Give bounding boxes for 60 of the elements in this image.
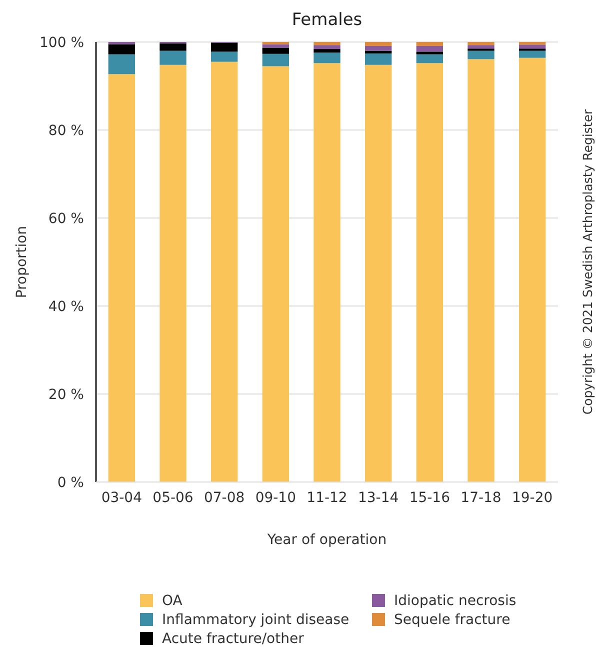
x-tick-label: 19-20 [512,490,553,506]
bar [314,42,340,46]
bar [364,64,392,482]
bar [262,44,290,48]
bar [314,45,340,50]
bar [262,54,290,66]
x-tick-label: 07-08 [204,490,245,506]
bar [468,50,494,60]
bar [364,42,392,46]
bar [160,64,186,482]
legend-label: Acute fracture/other [162,630,304,647]
bar [518,44,546,49]
x-axis-title: Year of operation [266,532,387,548]
bar [416,52,444,54]
bar [468,45,494,49]
chart-title: Females [292,10,362,30]
bar [518,42,546,45]
bar [262,48,290,54]
bar [160,50,186,65]
legend-label: Idiopatic necrosis [394,592,516,609]
x-tick-label: 05-06 [152,490,194,506]
bar [262,66,290,482]
x-tick-label: 11-12 [306,490,348,506]
bar [108,74,136,482]
x-tick-label: 15-16 [409,490,450,506]
text: Copyright © 2021 Swedish Arthroplasty Register [580,108,595,415]
y-axis-title: Proportion [14,226,30,298]
bar [364,46,392,51]
y-tick-label: 60 % [48,210,84,227]
bar [416,46,444,52]
x-tick-label: 03-04 [101,490,142,506]
bar [364,50,392,54]
bar [416,54,444,64]
x-tick-label: 17-18 [460,490,502,506]
bar [314,49,340,53]
bar [314,63,340,482]
bar [210,42,238,52]
legend-label: Inflammatory joint disease [162,612,350,628]
bar [314,52,340,64]
bar [416,42,444,46]
y-tick-label: 40 % [48,298,84,315]
bar [108,54,136,74]
y-tick-label: 80 % [48,122,84,139]
bar [518,50,546,58]
bar [468,42,494,46]
bar [518,58,546,482]
bar [468,59,494,482]
bar [210,52,238,62]
bar [416,63,444,482]
bar [160,43,186,51]
bar [108,44,136,54]
y-tick-label: 20 % [48,386,84,403]
bar [210,62,238,482]
legend-label: Sequele fracture [394,612,510,628]
y-tick-label: 100 % [40,34,84,51]
legend-label: OA [162,592,183,609]
y-tick-label: 0 % [57,474,84,491]
x-tick-label: 09-10 [255,490,296,506]
bar [364,53,392,65]
x-tick-label: 13-14 [358,490,399,506]
